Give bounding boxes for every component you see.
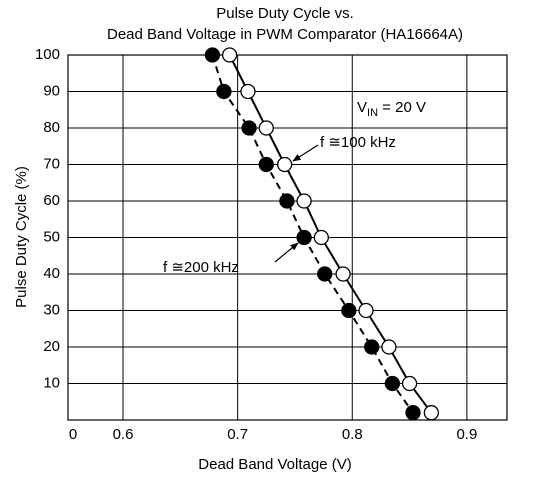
annotation: VIN = 20 V xyxy=(357,99,426,119)
y-tick-label: 60 xyxy=(43,192,60,209)
y-tick-label: 30 xyxy=(43,301,60,318)
data-point xyxy=(341,302,357,319)
chart-title: Dead Band Voltage in PWM Comparator (HA1… xyxy=(107,26,463,43)
data-point xyxy=(381,339,397,355)
series-label: f ≅200 kHz xyxy=(163,259,239,276)
y-tick-label: 10 xyxy=(43,374,60,391)
data-point xyxy=(204,47,221,63)
y-tick-label: 20 xyxy=(43,338,60,355)
data-point xyxy=(405,405,421,421)
annotation-arrow xyxy=(292,144,319,162)
y-tick-label: 80 xyxy=(43,119,60,136)
y-tick-label: 40 xyxy=(43,265,60,282)
series-label: f ≅100 kHz xyxy=(320,134,396,151)
data-point xyxy=(258,156,274,173)
data-point xyxy=(279,193,295,209)
data-point xyxy=(221,47,238,63)
data-point xyxy=(258,120,274,136)
x-tick-label: 0.7 xyxy=(227,426,248,443)
data-point xyxy=(216,83,232,100)
data-point xyxy=(241,120,257,136)
plot-frame xyxy=(67,54,508,421)
y-tick-label: 70 xyxy=(43,155,60,172)
y-axis-label: Pulse Duty Cycle (%) xyxy=(13,166,30,308)
x-tick-label: 0.9 xyxy=(456,426,477,443)
annotation-arrow xyxy=(274,242,299,263)
data-point xyxy=(317,266,333,282)
data-point xyxy=(296,229,312,246)
x-tick-label: 0.6 xyxy=(113,426,134,443)
annotation-part: = 20 V xyxy=(378,99,426,116)
y-tick-label: 90 xyxy=(43,82,60,99)
data-point xyxy=(276,156,293,173)
data-point xyxy=(335,266,351,282)
annotation-part: V xyxy=(357,99,367,116)
annotation-part: IN xyxy=(367,107,378,119)
data-point xyxy=(296,193,312,209)
x-tick-label: 0.8 xyxy=(342,426,363,443)
data-point xyxy=(240,83,256,100)
data-point xyxy=(401,375,418,392)
data-point xyxy=(364,339,380,355)
data-point xyxy=(423,405,439,421)
y-tick-label: 50 xyxy=(43,228,60,245)
chart-title: Pulse Duty Cycle vs. xyxy=(216,5,354,22)
data-point xyxy=(384,375,401,392)
data-point xyxy=(358,302,374,319)
data-point xyxy=(313,229,329,246)
y-tick-label: 100 xyxy=(35,46,60,63)
y-tick-label: 0 xyxy=(69,426,77,443)
x-axis-label: Dead Band Voltage (V) xyxy=(198,456,351,473)
